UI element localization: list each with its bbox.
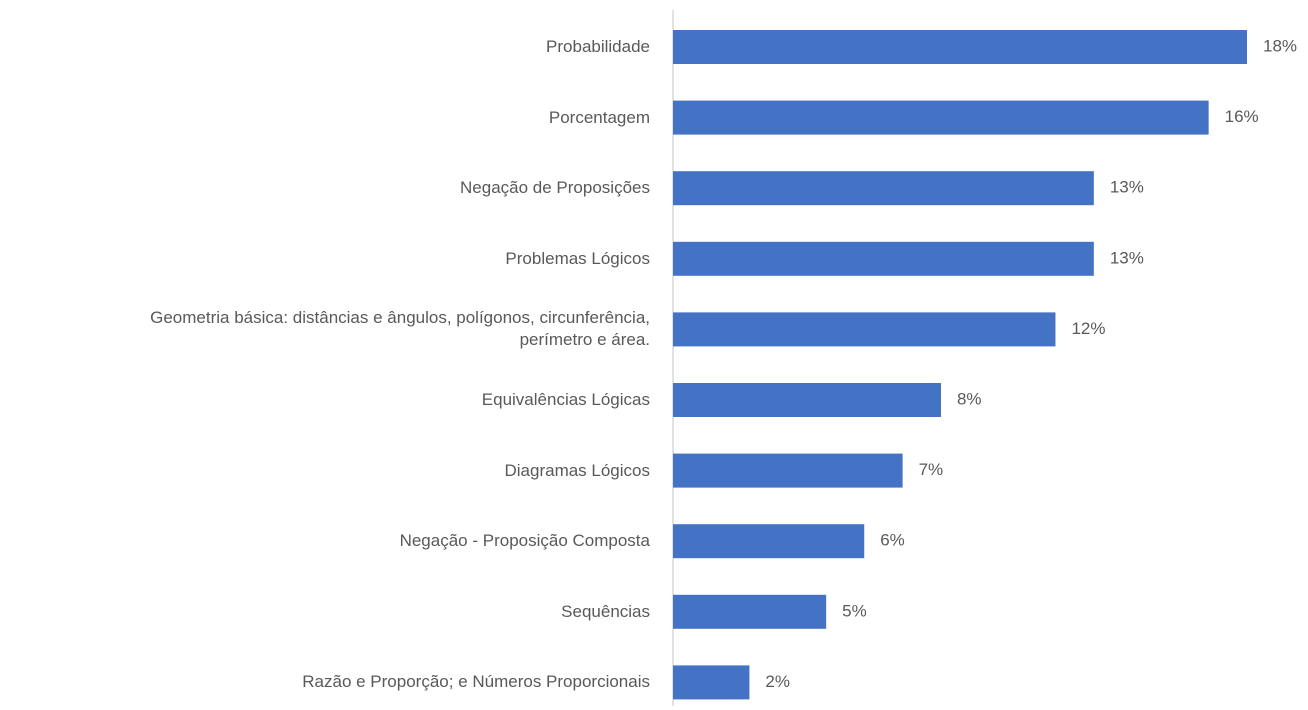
category-label: Diagramas Lógicos [504, 460, 650, 480]
data-label: 13% [1110, 178, 1144, 197]
bar [673, 30, 1248, 64]
bar [673, 100, 1209, 135]
data-label: 5% [842, 601, 867, 620]
bar [673, 594, 827, 629]
bar [673, 171, 1094, 206]
data-label: 7% [919, 460, 944, 479]
category-label: Probabilidade [546, 37, 650, 56]
bar [673, 453, 903, 488]
data-label: 6% [880, 531, 905, 550]
category-label: Porcentagem [548, 107, 650, 127]
data-label: 13% [1110, 248, 1144, 267]
data-label: 18% [1263, 36, 1297, 55]
data-label: 16% [1225, 107, 1259, 126]
bar [673, 241, 1094, 276]
category-label: Negação - Proposição Composta [399, 531, 650, 551]
category-label: Geometria básica: distâncias e ângulos, … [150, 308, 650, 350]
category-label: Equivalências Lógicas [481, 390, 650, 409]
bar [673, 383, 941, 417]
category-label: Problemas Lógicos [505, 248, 650, 268]
data-label: 2% [765, 672, 790, 691]
bar [673, 312, 1056, 347]
data-label: 12% [1071, 319, 1105, 338]
category-label: Negação de Proposições [460, 178, 650, 198]
bar [673, 524, 865, 559]
category-label: Razão e Proporção; e Números Proporciona… [302, 672, 650, 692]
category-label: Sequências [561, 601, 650, 621]
bar [673, 665, 750, 700]
data-label: 8% [957, 389, 982, 408]
